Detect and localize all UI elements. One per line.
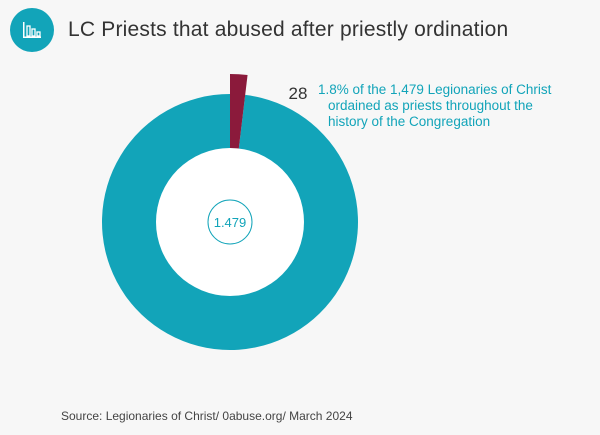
chart-title: LC Priests that abused after priestly or… [68,18,509,41]
chart-header: LC Priests that abused after priestly or… [10,8,508,52]
center-label-ring [207,199,253,245]
highlight-slice-label: 28 [289,84,308,103]
source-note: Source: Legionaries of Christ/ 0abuse.or… [61,409,353,423]
logo-badge [10,8,54,52]
annotation: 1.8% of the 1,479 Legionaries of Christ … [318,82,555,129]
center-total-label: 1.479 [214,215,247,230]
annotation-line: ordained as priests throughout the [328,98,533,113]
annotation-line: 1.8% of the 1,479 Legionaries of Christ [318,82,552,97]
bar-chart-icon [23,22,41,38]
annotation-line: history of the Congregation [328,114,490,129]
donut-center [156,148,304,296]
